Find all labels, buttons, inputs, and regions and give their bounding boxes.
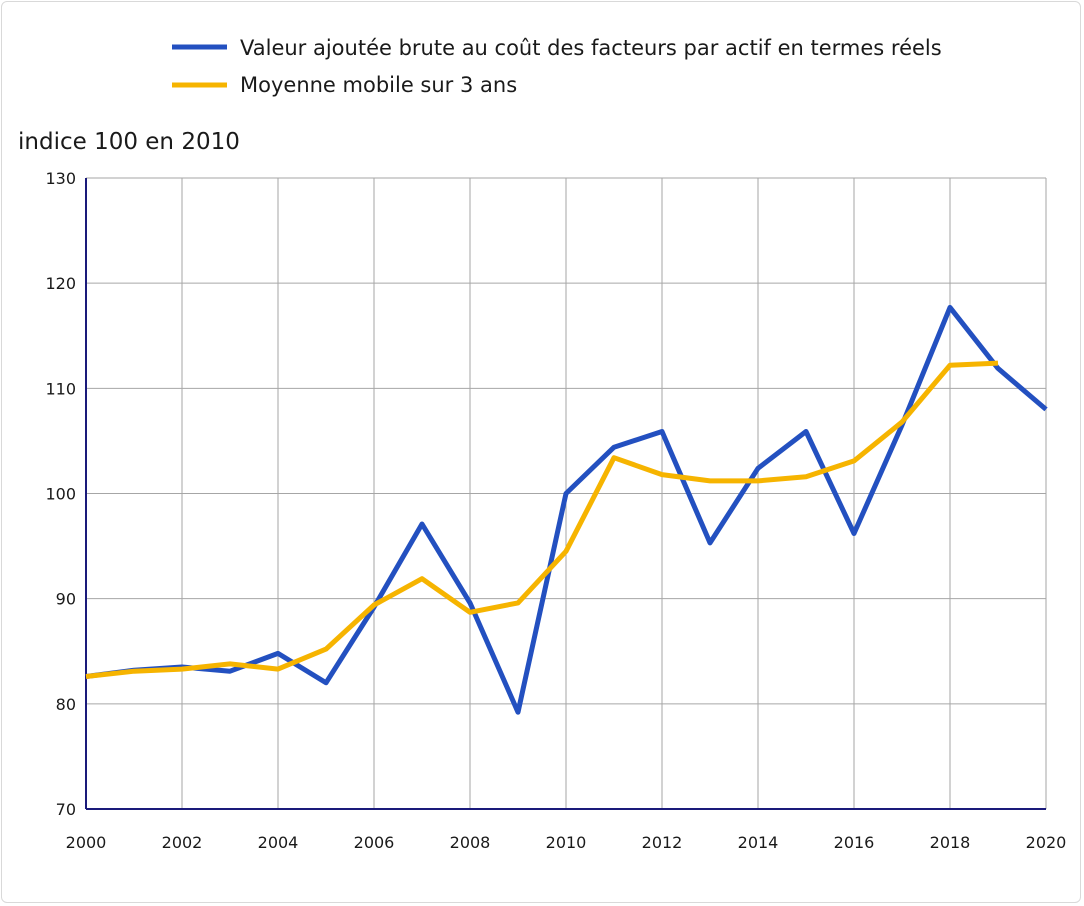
y-tick-label: 90 xyxy=(56,590,76,609)
x-tick-label: 2020 xyxy=(1026,833,1067,852)
x-tick-label: 2014 xyxy=(738,833,779,852)
x-tick-label: 2008 xyxy=(450,833,491,852)
axes xyxy=(85,178,1046,810)
series-line-moving-average xyxy=(85,360,999,679)
legend: Valeur ajoutée brute au coût des facteur… xyxy=(172,36,942,97)
x-tick-label: 2012 xyxy=(642,833,683,852)
x-tick-label: 2000 xyxy=(66,833,107,852)
y-axis-unit-label: indice 100 en 2010 xyxy=(18,129,240,155)
legend-label-moving-average: Moyenne mobile sur 3 ans xyxy=(240,73,517,97)
tick-labels: 2000 2002 2004 2006 2008 2010 2012 2014 2016 2018… xyxy=(45,169,1066,852)
series-lines xyxy=(85,304,1048,715)
y-tick-label: 130 xyxy=(45,169,76,188)
x-tick-label: 2016 xyxy=(834,833,875,852)
y-tick-label: 100 xyxy=(45,485,76,504)
x-tick-label: 2004 xyxy=(258,833,299,852)
x-tick-label: 2018 xyxy=(930,833,971,852)
y-tick-label: 110 xyxy=(45,379,76,398)
y-tick-label: 80 xyxy=(56,695,76,714)
y-tick-label: 70 xyxy=(56,800,76,819)
legend-label-value-added: Valeur ajoutée brute au coût des facteur… xyxy=(240,36,942,60)
x-tick-label: 2006 xyxy=(354,833,395,852)
x-tick-label: 2002 xyxy=(162,833,203,852)
y-tick-label: 120 xyxy=(45,274,76,293)
x-tick-label: 2010 xyxy=(546,833,587,852)
